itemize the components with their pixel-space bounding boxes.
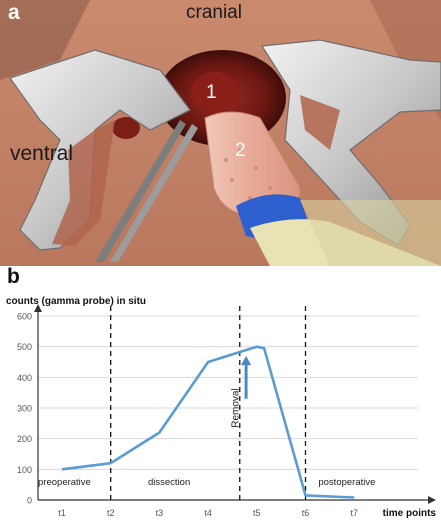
cranial-label: cranial xyxy=(186,2,242,23)
y-axis-arrow xyxy=(34,304,42,312)
removal-label: Removal xyxy=(230,388,241,427)
phase-label: postoperative xyxy=(318,477,375,488)
y-axis-title: counts (gamma probe) in situ xyxy=(6,296,146,307)
x-axis-title: time points xyxy=(383,508,437,519)
marker-1-label: 1 xyxy=(206,82,217,103)
panel-b-letter: b xyxy=(7,265,20,288)
y-tick-label: 200 xyxy=(17,434,32,444)
x-tick-label: t7 xyxy=(350,508,358,518)
grid-lines xyxy=(38,315,418,470)
parathyroid-gland xyxy=(191,72,239,112)
axes xyxy=(34,304,436,504)
chart-labels: counts (gamma probe) in situ 0 100 200 300 40… xyxy=(6,296,436,519)
x-tick-label: t3 xyxy=(156,508,164,518)
removal-arrowhead xyxy=(241,355,252,366)
x-tick-label: t5 xyxy=(253,508,261,518)
x-tick-label: t2 xyxy=(107,508,115,518)
y-tick-label: 100 xyxy=(17,465,32,475)
forceps xyxy=(95,120,186,262)
gamma-count-chart: counts (gamma probe) in situ 0 100 200 300 40… xyxy=(0,266,441,528)
right-retractor xyxy=(260,39,441,246)
chart-svg: counts (gamma probe) in situ 0 100 200 300 40… xyxy=(6,296,436,519)
marker-2-label: 2 xyxy=(235,140,246,161)
phase-dividers xyxy=(110,306,307,504)
series xyxy=(61,345,355,499)
y-tick-label: 500 xyxy=(17,342,32,352)
phase-label: preoperative xyxy=(38,477,91,488)
y-tick-label: 300 xyxy=(17,404,32,414)
ventral-label: ventral xyxy=(10,142,74,165)
series-line xyxy=(61,345,355,499)
surgical-photo-drawing xyxy=(0,0,441,266)
y-tick-label: 0 xyxy=(27,496,32,506)
surgical-photo: a cranial ventral 1 2 xyxy=(0,0,441,266)
panel-a-letter: a xyxy=(8,1,20,24)
y-tick-label: 600 xyxy=(17,312,32,322)
y-tick-label: 400 xyxy=(17,373,32,383)
x-tick-label: t6 xyxy=(302,508,310,518)
x-axis-arrow xyxy=(428,496,436,504)
x-tick-label: t4 xyxy=(204,508,212,518)
phase-label: dissection xyxy=(148,477,190,488)
x-tick-label: t1 xyxy=(58,508,66,518)
